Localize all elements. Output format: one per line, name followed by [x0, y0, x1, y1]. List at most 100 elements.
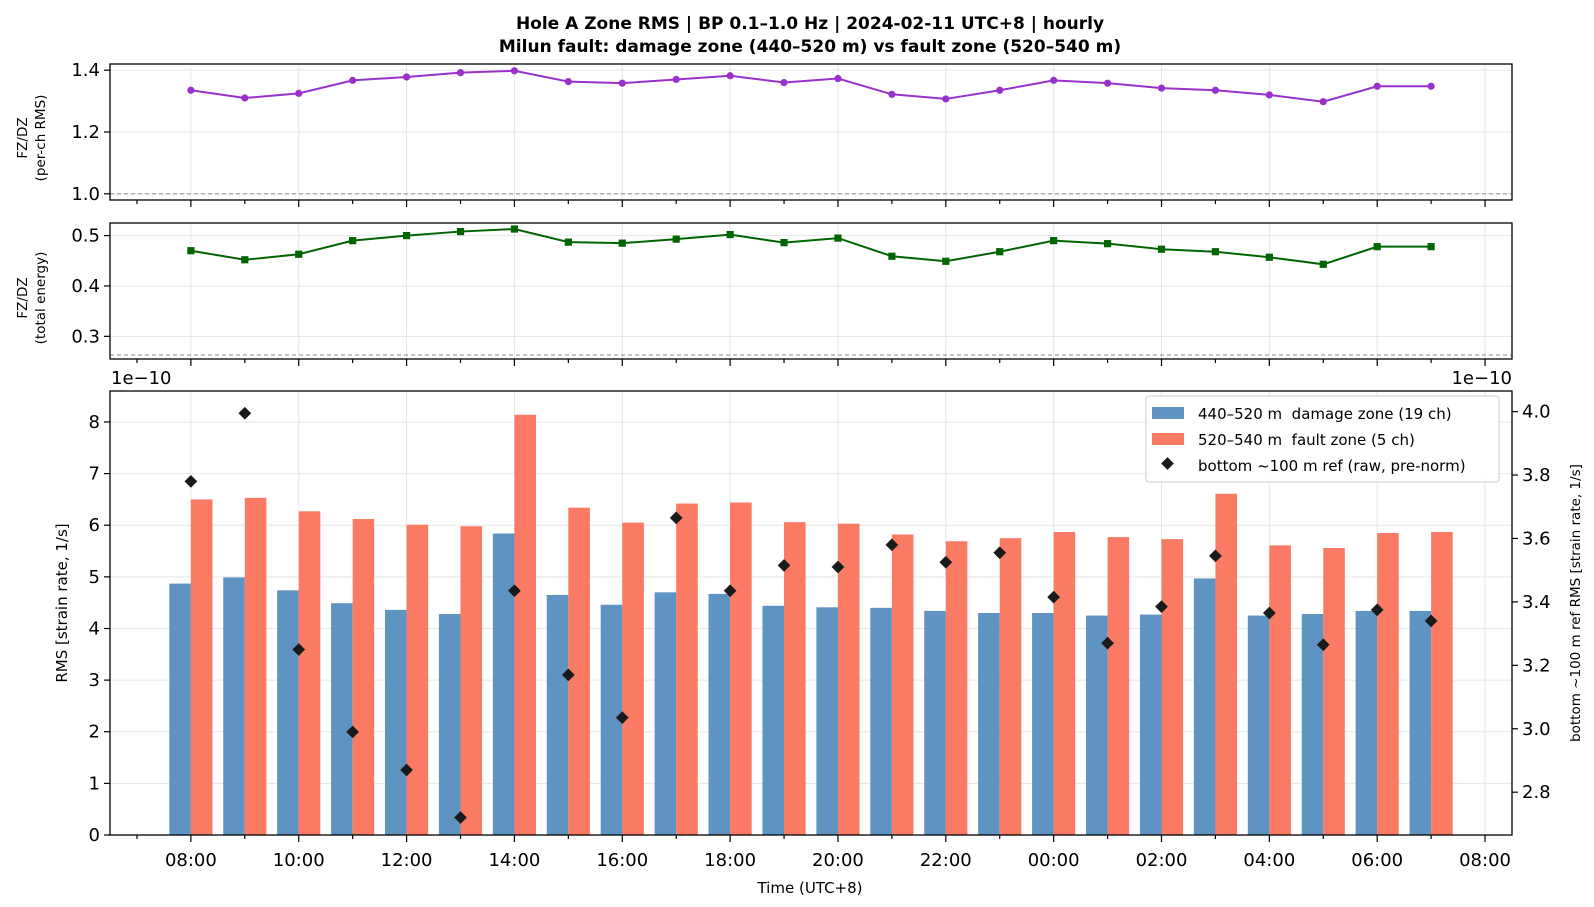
y-right-tick-label: 3.4 [1522, 592, 1551, 613]
x-tick-label: 18:00 [704, 850, 756, 871]
data-point [888, 252, 896, 260]
series-line-total-energy-ratio [190, 228, 1432, 266]
bottom-xlabel: Time (UTC+8) [756, 879, 862, 897]
data-point [1319, 260, 1327, 268]
bar-damage-zone [978, 613, 1000, 835]
y-tick-label: 0.4 [71, 276, 100, 297]
x-tick-label: 02:00 [1136, 850, 1188, 871]
bar-fault-zone [406, 524, 429, 835]
x-tick-label: 20:00 [812, 850, 864, 871]
bottom-ylabel-right: bottom ~100 m ref RMS [strain rate, 1/s] [1568, 464, 1584, 742]
axes-frame [109, 390, 1513, 836]
bar-fault-zone [784, 522, 806, 835]
data-point [672, 75, 680, 84]
bar-fault-zone [1323, 547, 1345, 835]
data-point [1157, 84, 1166, 92]
top-ylabel-line2: (per-ch RMS) [33, 95, 49, 182]
data-point [1050, 237, 1058, 245]
y-right-tick-label: 3.2 [1522, 655, 1551, 676]
bar-fault-zone [352, 519, 375, 835]
data-point [402, 231, 411, 240]
bar-fault-zone [1053, 531, 1076, 835]
y-tick-label: 7 [89, 464, 100, 485]
bar-fault-zone [1107, 537, 1130, 835]
y-tick-label: 8 [89, 412, 100, 433]
legend-label-fault: 520–540 m fault zone (5 ch) [1198, 431, 1415, 449]
bar-fault-zone [298, 511, 321, 835]
axes-frame [109, 222, 1513, 360]
mid-ylabel-line2: (total energy) [33, 252, 49, 345]
data-point [510, 225, 519, 233]
chart-subtitle: Milun fault: damage zone (440–520 m) vs … [499, 37, 1121, 57]
bar-damage-zone [169, 583, 191, 835]
data-point [241, 256, 249, 264]
data-point [241, 94, 249, 102]
y-tick-label: 5 [89, 567, 100, 588]
data-point [1373, 82, 1381, 90]
x-tick-label: 12:00 [381, 850, 433, 871]
x-tick-label: 04:00 [1243, 850, 1295, 871]
data-point [834, 74, 842, 83]
data-point [1427, 243, 1435, 251]
legend-box [1145, 395, 1500, 483]
bar-fault-zone [999, 538, 1022, 835]
data-point [1265, 91, 1273, 99]
data-point [996, 248, 1004, 256]
data-point [187, 86, 195, 94]
data-point [942, 95, 950, 103]
y-tick-label: 0 [89, 825, 100, 846]
bar-fault-zone [1215, 493, 1237, 835]
bar-fault-zone [568, 507, 590, 835]
bar-damage-zone [1301, 614, 1324, 835]
data-point [187, 247, 195, 255]
panel-total-energy-ratio: 0.3 0.4 0.5 [71, 222, 1513, 366]
data-point [1103, 79, 1112, 87]
bar-damage-zone [762, 605, 785, 835]
y-tick-label: 0.3 [71, 326, 100, 347]
data-point [1157, 245, 1166, 253]
bar-fault-zone [891, 534, 914, 835]
bar-damage-zone [223, 577, 245, 835]
bar-damage-zone [1032, 613, 1054, 835]
y-tick-label: 1.0 [71, 184, 100, 205]
legend-swatch-damage [1152, 407, 1184, 419]
bar-damage-zone [600, 604, 623, 835]
chart-title: Hole A Zone RMS | BP 0.1–1.0 Hz | 2024-0… [516, 14, 1104, 34]
bar-damage-zone [1355, 610, 1378, 835]
bar-damage-zone [1139, 614, 1162, 835]
data-point [834, 234, 842, 242]
bar-fault-zone [460, 526, 483, 835]
legend: 440–520 m damage zone (19 ch) 520–540 m … [1145, 395, 1500, 483]
data-point [726, 72, 734, 80]
y-right-tick-label: 4.0 [1522, 402, 1551, 423]
offset-label-right: 1e−10 [1451, 368, 1512, 389]
bottom-ylabel-left: RMS [strain rate, 1/s] [53, 523, 71, 682]
data-point [780, 239, 788, 247]
data-point [1319, 98, 1327, 106]
bar-damage-zone [708, 593, 731, 835]
data-point [672, 235, 680, 243]
bar-damage-zone [1247, 615, 1270, 835]
mid-ylabel-line1: FZ/DZ [15, 277, 31, 318]
y-tick-label: 4 [89, 618, 100, 639]
series-line-per-ch-ratio [190, 69, 1432, 103]
x-tick-label: 14:00 [488, 850, 540, 871]
data-point [942, 257, 950, 265]
data-point [349, 237, 357, 245]
data-point [564, 78, 572, 86]
data-point [1427, 82, 1435, 90]
data-point [726, 230, 734, 239]
data-point [564, 238, 572, 246]
x-tick-label: 06:00 [1351, 850, 1403, 871]
bar-fault-zone [244, 497, 267, 835]
data-point [402, 73, 411, 81]
axes-frame [109, 63, 1513, 201]
legend-swatch-fault [1152, 433, 1184, 445]
bar-fault-zone [1431, 531, 1453, 835]
top-ylabel-line1: FZ/DZ [15, 117, 31, 158]
bar-damage-zone [1086, 615, 1108, 835]
x-tick-label: 08:00 [1459, 850, 1511, 871]
y-tick-label: 1 [89, 773, 100, 794]
data-point [1103, 240, 1112, 248]
